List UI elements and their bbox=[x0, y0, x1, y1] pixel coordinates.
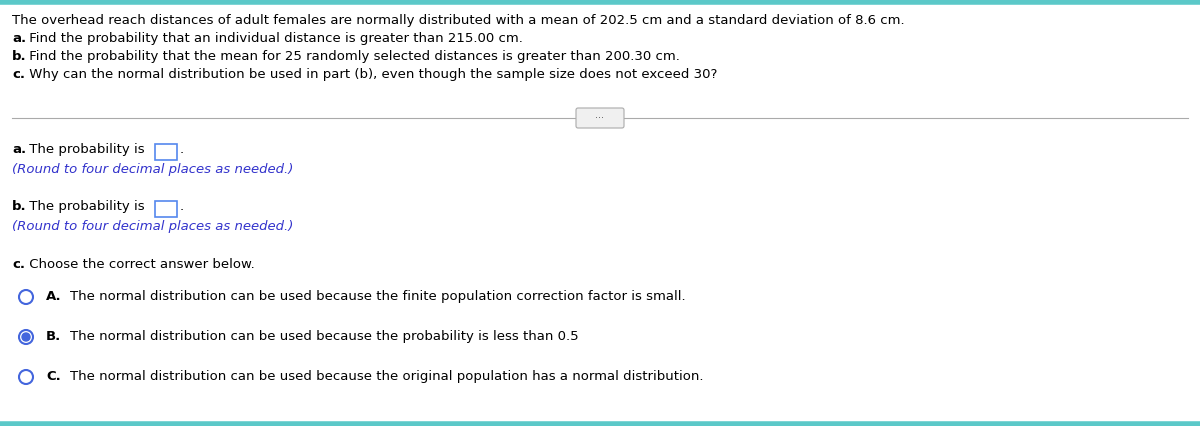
Text: The normal distribution can be used because the finite population correction fac: The normal distribution can be used beca… bbox=[70, 290, 685, 303]
Text: The probability is: The probability is bbox=[25, 200, 145, 213]
Text: Why can the normal distribution be used in part (b), even though the sample size: Why can the normal distribution be used … bbox=[25, 68, 718, 81]
Text: a.: a. bbox=[12, 32, 26, 45]
Text: C.: C. bbox=[46, 370, 61, 383]
Text: c.: c. bbox=[12, 258, 25, 271]
Text: The overhead reach distances of adult females are normally distributed with a me: The overhead reach distances of adult fe… bbox=[12, 14, 905, 27]
Text: Find the probability that an individual distance is greater than 215.00 cm.: Find the probability that an individual … bbox=[25, 32, 523, 45]
Text: b.: b. bbox=[12, 50, 26, 63]
Text: a.: a. bbox=[12, 143, 26, 156]
Circle shape bbox=[22, 333, 30, 341]
Text: b.: b. bbox=[12, 200, 26, 213]
Text: Find the probability that the mean for 25 randomly selected distances is greater: Find the probability that the mean for 2… bbox=[25, 50, 680, 63]
Text: The normal distribution can be used because the probability is less than 0.5: The normal distribution can be used beca… bbox=[70, 330, 578, 343]
Text: c.: c. bbox=[12, 68, 25, 81]
Text: The probability is: The probability is bbox=[25, 143, 145, 156]
Text: ···: ··· bbox=[595, 113, 605, 123]
FancyBboxPatch shape bbox=[155, 144, 178, 160]
Text: Choose the correct answer below.: Choose the correct answer below. bbox=[25, 258, 254, 271]
Text: (Round to four decimal places as needed.): (Round to four decimal places as needed.… bbox=[12, 163, 293, 176]
FancyBboxPatch shape bbox=[155, 201, 178, 217]
Text: .: . bbox=[180, 200, 184, 213]
FancyBboxPatch shape bbox=[576, 108, 624, 128]
Text: (Round to four decimal places as needed.): (Round to four decimal places as needed.… bbox=[12, 220, 293, 233]
Text: The normal distribution can be used because the original population has a normal: The normal distribution can be used beca… bbox=[70, 370, 703, 383]
Text: A.: A. bbox=[46, 290, 61, 303]
Text: B.: B. bbox=[46, 330, 61, 343]
Text: .: . bbox=[180, 143, 184, 156]
